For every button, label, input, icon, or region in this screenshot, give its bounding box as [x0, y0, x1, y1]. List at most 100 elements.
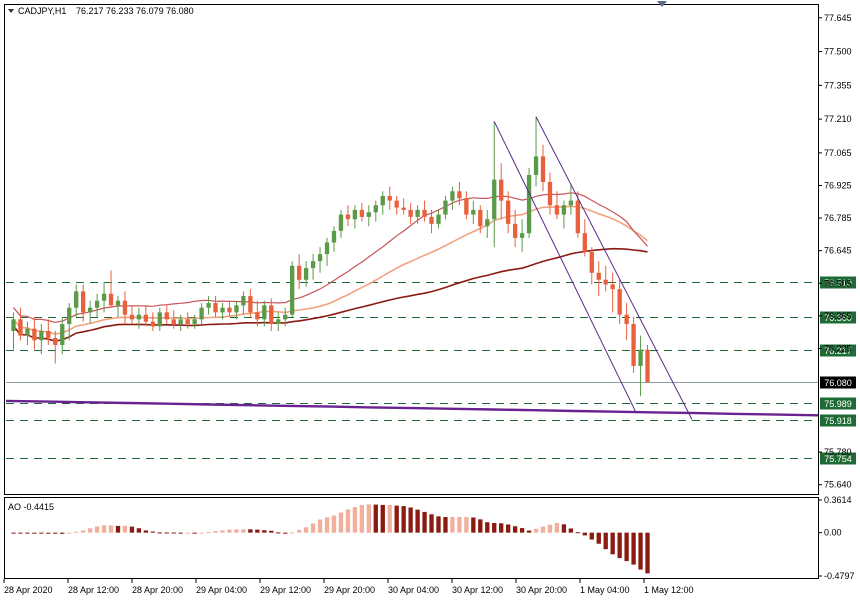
candle-body — [303, 268, 309, 280]
candle-body — [645, 349, 650, 383]
candle — [157, 307, 162, 331]
candle-body — [39, 331, 44, 341]
ao-bar — [206, 532, 211, 534]
level-tag-label: 75.754 — [824, 454, 852, 464]
candle-body — [575, 200, 581, 234]
candle-body — [324, 242, 330, 255]
ao-bar — [248, 529, 253, 533]
candle-body — [164, 312, 169, 320]
candle — [471, 200, 476, 224]
candle-body — [610, 284, 615, 290]
level-tag — [820, 376, 856, 389]
time-tick-label: 1 May 04:00 — [580, 585, 630, 595]
candle-body — [561, 205, 567, 215]
candle — [248, 289, 253, 318]
candle — [603, 265, 608, 292]
candle-body — [80, 291, 86, 313]
candle — [526, 168, 532, 238]
ohlc-values: 76.217 76.233 76.079 76.080 — [76, 6, 194, 16]
candle-body — [394, 200, 399, 208]
ao-bar — [283, 532, 288, 534]
candle-body — [157, 312, 162, 327]
candle-body — [408, 209, 413, 217]
candle-body — [46, 331, 51, 338]
candle-body — [338, 214, 344, 231]
ao-bar — [269, 530, 274, 533]
ma-dark-line — [12, 247, 648, 342]
candle — [506, 191, 511, 234]
candle — [338, 209, 344, 238]
candle-body — [547, 181, 553, 206]
price-tick-label: 77.645 — [824, 13, 852, 23]
ao-bar — [561, 524, 567, 533]
ao-bar — [276, 532, 281, 534]
candle-body — [519, 233, 525, 238]
candle — [575, 191, 581, 238]
ao-bar — [554, 522, 560, 533]
ao-bar — [450, 517, 455, 533]
ao-bar — [213, 530, 218, 533]
candle — [366, 205, 371, 227]
candle — [561, 200, 567, 229]
candle-body — [150, 321, 155, 327]
ao-bar — [540, 526, 546, 533]
candle-body — [422, 209, 427, 217]
price-tick-label: 76.225 — [824, 343, 852, 353]
ao-bar — [631, 532, 636, 565]
ao-bar — [150, 531, 155, 533]
ao-bar — [11, 532, 16, 534]
level-tag-label: 76.510 — [824, 278, 852, 288]
ao-bar — [262, 530, 267, 533]
candle-body — [122, 300, 128, 315]
ao-bar — [80, 530, 86, 533]
candle-body — [526, 174, 532, 234]
candle — [206, 296, 211, 315]
collapse-triangle-icon[interactable] — [657, 1, 667, 7]
candle — [401, 198, 406, 215]
candle — [310, 254, 316, 280]
ao-tick-label: 0.3614 — [824, 495, 852, 505]
candle-body — [248, 296, 253, 313]
candle-body — [450, 191, 455, 201]
price-tick-label: 77.210 — [824, 114, 852, 124]
candle-body — [631, 324, 636, 366]
ao-bar — [464, 516, 469, 533]
candle-body — [317, 254, 323, 262]
ao-bar — [352, 507, 358, 533]
candle-body — [220, 307, 225, 313]
candle-body — [638, 349, 643, 366]
ao-bar — [345, 509, 351, 533]
candle-body — [129, 314, 135, 320]
price-tick-label: 77.065 — [824, 148, 852, 158]
ao-bar — [645, 532, 650, 574]
candle — [67, 303, 72, 341]
candle — [352, 205, 358, 229]
candle — [443, 195, 448, 220]
ao-bar — [429, 514, 434, 533]
candle-body — [485, 219, 490, 227]
ao-bar — [603, 532, 608, 550]
ao-bar — [25, 532, 30, 534]
price-tick-label: 77.500 — [824, 47, 852, 57]
ao-bar — [547, 524, 553, 533]
ao-bar — [575, 532, 581, 534]
ao-bar — [331, 515, 337, 533]
level-tag-label: 76.080 — [824, 378, 852, 388]
ma-light-line — [12, 205, 648, 335]
ao-tick-label: 0.00 — [824, 528, 842, 538]
candle — [269, 298, 274, 331]
candle-body — [11, 319, 16, 331]
candle — [136, 307, 142, 329]
candle — [359, 202, 365, 222]
ao-bar — [18, 532, 23, 534]
candle — [317, 247, 323, 273]
ao-bar — [457, 516, 462, 533]
menu-triangle-icon[interactable] — [8, 9, 14, 13]
candle — [519, 219, 525, 252]
ao-bar — [129, 526, 135, 533]
candle — [373, 200, 378, 222]
candle-body — [94, 300, 100, 308]
candle — [387, 186, 392, 210]
candle — [645, 344, 650, 383]
candle — [499, 163, 504, 220]
